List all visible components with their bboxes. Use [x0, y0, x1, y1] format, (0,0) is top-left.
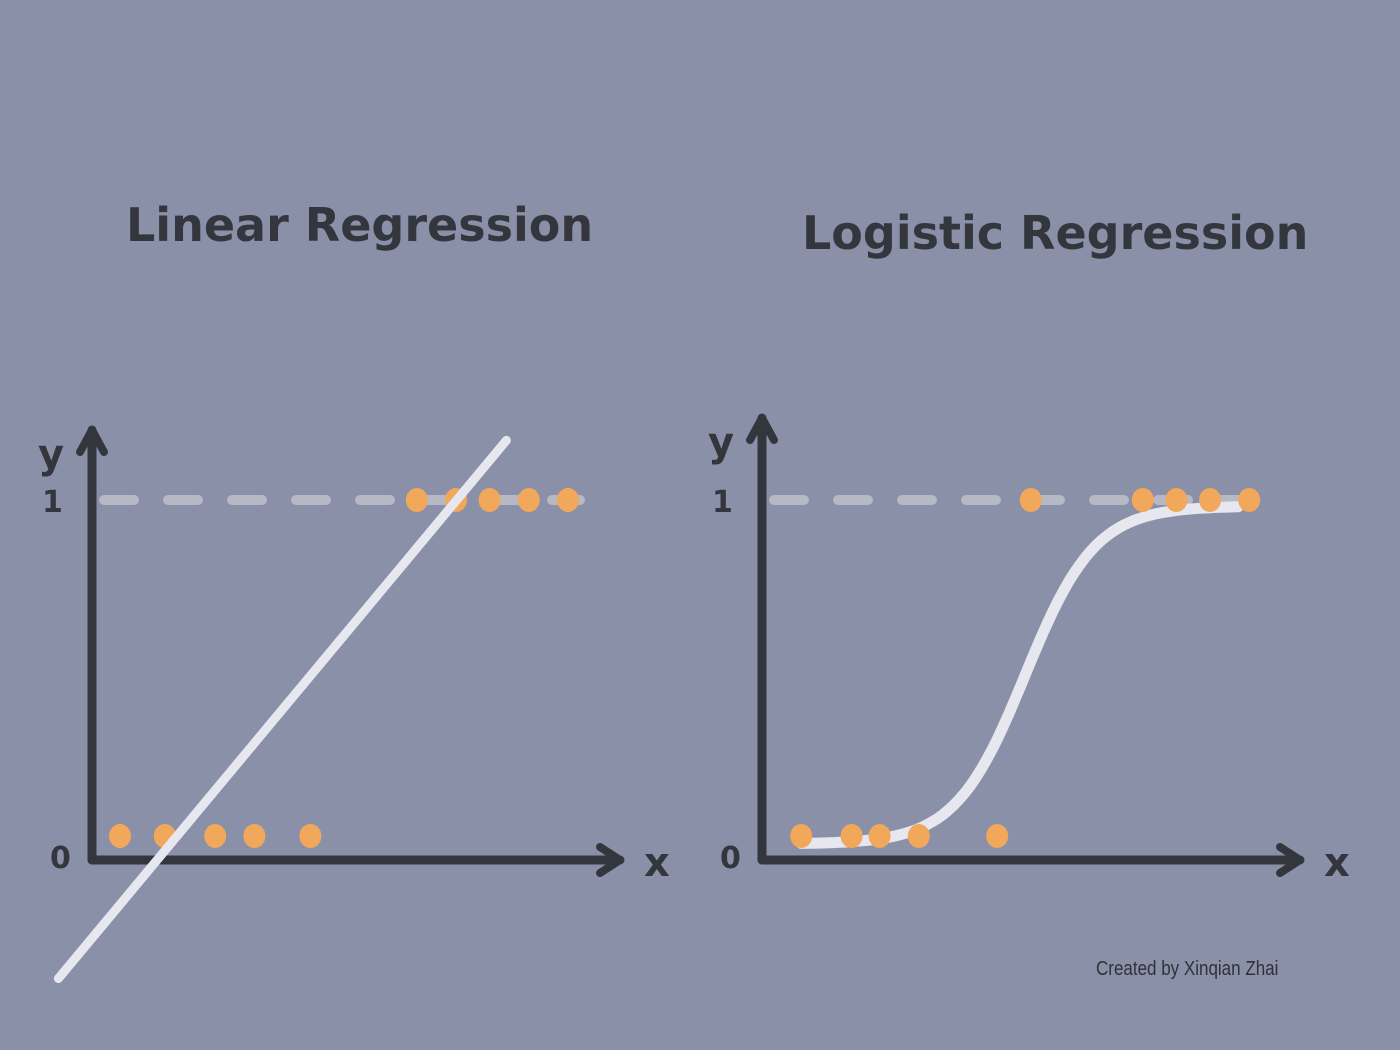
data-point — [243, 824, 266, 848]
data-point — [1199, 488, 1221, 512]
chart-title-linear: Linear Regression — [126, 198, 594, 252]
data-point — [405, 488, 428, 512]
linear-regression-plot: y x 0 1 — [38, 425, 670, 984]
y-axis-arrowhead — [746, 414, 778, 444]
data-point — [557, 488, 579, 512]
y-tick-label-1: 1 — [42, 485, 63, 520]
data-point — [109, 824, 131, 848]
y-axis-label: y — [708, 420, 734, 466]
y-axis-label: y — [38, 432, 64, 478]
data-point — [517, 488, 540, 512]
data-point — [1131, 488, 1154, 512]
data-point — [790, 824, 813, 848]
data-point — [478, 488, 501, 512]
data-point — [204, 824, 227, 848]
logistic-regression-plot: y x 0 1 — [708, 413, 1350, 886]
data-point — [1238, 488, 1261, 512]
x-axis-arrowhead — [1276, 843, 1304, 877]
chart-title-logistic: Logistic Regression — [802, 206, 1309, 260]
data-point — [1019, 488, 1042, 512]
y-tick-label-0: 0 — [720, 841, 741, 876]
data-point — [868, 824, 891, 848]
y-axis-arrowhead — [76, 426, 108, 456]
author-credit: Created by Xinqian Zhai — [1096, 958, 1279, 980]
y-tick-label-0: 0 — [50, 841, 71, 876]
data-point — [1165, 488, 1188, 512]
linear-fit-line — [53, 435, 511, 984]
data-point — [907, 824, 930, 848]
data-point — [840, 824, 863, 848]
x-axis-label: x — [1324, 840, 1350, 886]
data-points — [790, 488, 1261, 848]
y-tick-label-1: 1 — [712, 485, 733, 520]
sigmoid-fit-curve — [795, 501, 1244, 849]
data-point — [299, 824, 322, 848]
data-points — [109, 488, 579, 848]
data-point — [986, 824, 1009, 848]
x-axis-label: x — [644, 840, 670, 886]
x-axis-arrowhead — [596, 843, 624, 877]
